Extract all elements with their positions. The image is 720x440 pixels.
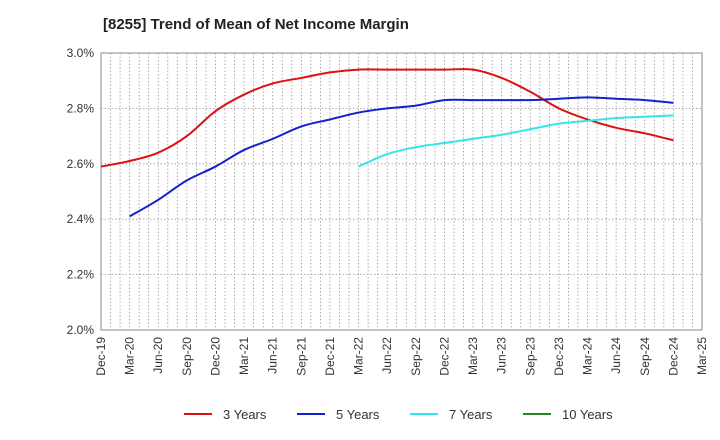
plot-frame — [100, 52, 703, 331]
x-tick-label: Jun-21 — [266, 337, 280, 374]
legend-label: 3 Years — [223, 407, 267, 422]
y-axis-ticks: 2.0% 2.2% 2.4% 2.6% 2.8% 3.0% — [67, 46, 95, 337]
series-line-5-years — [129, 96, 674, 218]
x-tick-label: Mar-22 — [352, 337, 366, 375]
x-tick-label: Jun-20 — [151, 337, 165, 374]
chart-title: [8255] Trend of Mean of Net Income Margi… — [103, 16, 409, 33]
y-tick-label: 2.0% — [67, 323, 95, 337]
x-axis-ticks: Dec-19 Mar-20 Jun-20 Sep-20 Dec-20 Mar-21 Jun-… — [94, 337, 709, 376]
legend-label: 5 Years — [336, 407, 380, 422]
grid-layer — [100, 52, 703, 331]
legend-label: 7 Years — [449, 407, 493, 422]
x-tick-label: Jun-24 — [609, 337, 623, 374]
x-tick-label: Dec-24 — [666, 337, 680, 376]
y-tick-label: 2.2% — [67, 268, 95, 282]
x-tick-label: Jun-23 — [495, 337, 509, 374]
x-tick-label: Mar-24 — [581, 337, 595, 375]
x-tick-label: Mar-25 — [695, 337, 709, 375]
x-tick-label: Sep-23 — [523, 337, 537, 376]
x-tick-label: Mar-21 — [237, 337, 251, 375]
y-tick-label: 3.0% — [67, 46, 95, 60]
series-layer — [100, 68, 674, 218]
y-tick-label: 2.4% — [67, 212, 95, 226]
legend: 3 Years 5 Years 7 Years 10 Years — [184, 407, 613, 422]
x-tick-label: Sep-24 — [638, 337, 652, 376]
x-tick-label: Dec-22 — [437, 337, 451, 376]
x-tick-label: Sep-22 — [409, 337, 423, 376]
x-tick-label: Mar-20 — [123, 337, 137, 375]
x-tick-label: Jun-22 — [380, 337, 394, 374]
x-tick-label: Dec-23 — [552, 337, 566, 376]
x-tick-label: Dec-20 — [208, 337, 222, 376]
x-tick-label: Dec-21 — [323, 337, 337, 376]
series-line-7-years — [358, 114, 674, 168]
x-tick-label: Sep-20 — [180, 337, 194, 376]
x-tick-label: Sep-21 — [294, 337, 308, 376]
legend-label: 10 Years — [562, 407, 613, 422]
x-tick-label: Mar-23 — [466, 337, 480, 375]
x-tick-label: Dec-19 — [94, 337, 108, 376]
series-line-3-years — [100, 68, 674, 168]
y-tick-label: 2.8% — [67, 101, 95, 115]
y-tick-label: 2.6% — [67, 157, 95, 171]
